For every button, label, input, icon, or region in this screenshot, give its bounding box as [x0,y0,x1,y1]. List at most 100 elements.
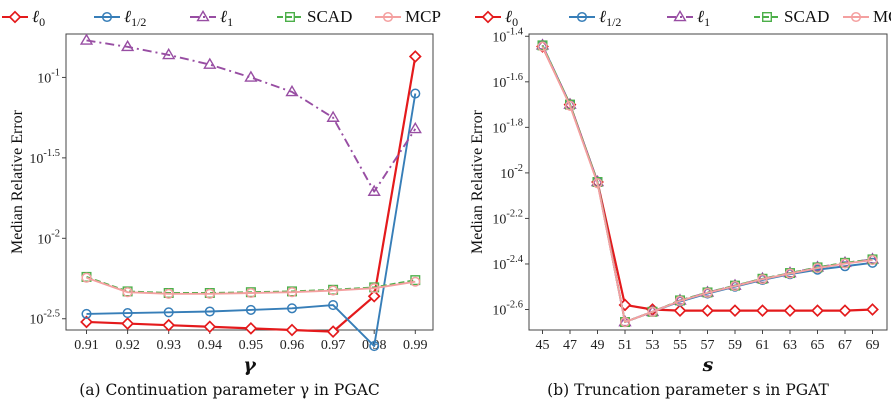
data-point-mcp [729,281,741,292]
x-tick-label: 63 [783,338,797,353]
data-point-l0 [783,304,797,318]
x-tick-label: 55 [673,338,687,353]
legend-label-scad: SCAD [307,7,352,26]
data-point-mcp [674,295,686,306]
legend-marker-scad [762,11,773,23]
series-lhalf [537,40,878,328]
x-tick-label: 0.92 [115,338,140,353]
y-axis-label: Median Relative Error [469,109,486,254]
series-lhalf [81,88,421,352]
y-tick-label: 10-2.5 [29,309,60,328]
data-point-lhalf [286,303,298,314]
data-point-l0 [408,50,422,63]
data-point-mcp [163,288,174,299]
y-tick-label: 10-2 [500,163,523,182]
x-tick-label: 57 [701,338,715,353]
x-tick-label: 59 [728,338,742,353]
data-point-lhalf [328,300,339,311]
data-point-l0 [80,315,93,329]
legend-label-l0: ℓ0 [32,7,45,29]
data-point-mcp [784,268,796,279]
data-point-lhalf [245,304,256,315]
x-axis-label: s [702,354,714,376]
data-point-lhalf [410,88,421,99]
data-point-l0 [121,317,135,330]
data-point-mcp [286,287,298,298]
x-tick-label: 65 [811,338,825,353]
data-point-mcp [369,283,380,294]
data-point-mcp [328,285,339,296]
series-line-l1 [86,39,417,193]
legend-label-l0: ℓ0 [505,7,518,29]
data-point-l0 [728,304,742,318]
series-l1 [535,38,880,327]
data-point-l0 [811,304,824,318]
legend-marker-lhalf [576,11,588,23]
legend-label-mcp: MCP [873,7,891,26]
chart-caption: (a) Continuation parameter γ in PGAC [79,381,380,399]
series-line-mcp [86,276,416,295]
x-tick-label: 51 [618,338,632,353]
x-tick-label: 61 [756,338,770,353]
data-point-mcp [867,255,878,266]
legend-marker-scad [285,11,296,23]
data-point-l1 [79,33,94,45]
legend-label-mcp: MCP [405,7,441,26]
legend-label-scad: SCAD [784,7,829,26]
y-tick-label: 10-2 [37,228,60,247]
series-l1 [79,33,422,196]
data-point-l0 [367,289,381,303]
data-point-lhalf [81,308,92,319]
legend-marker-mcp [850,11,862,23]
data-point-l1 [535,38,550,50]
chart-a-continuation-gamma: 0.91 0.92 0.93 0.94 0.95 0.96 0.97 0.98 0.9910-2… [2,7,441,399]
series-line-lhalf [541,44,873,323]
data-point-l0 [203,320,217,334]
data-point-mcp [537,41,548,52]
y-tick-label: 10-2.6 [492,300,523,319]
series-l0 [536,40,879,318]
data-point-l0 [838,304,852,318]
data-point-l1 [408,121,422,134]
series-line-l1 [541,44,873,323]
y-tick-label: 10-1.6 [492,72,523,91]
data-point-l1 [865,252,880,264]
y-tick-label: 10-1.8 [492,117,523,136]
legend-label-l1: ℓ1 [220,7,233,29]
legend-marker-l1 [196,10,210,22]
legend-marker-lhalf [101,11,113,23]
legend-marker-l0 [481,10,495,24]
x-tick-label: 67 [838,338,852,353]
x-tick-label: 45 [536,338,550,353]
legend-marker-mcp [382,11,394,23]
data-point-lhalf [369,341,380,352]
series-scad [537,40,878,328]
data-point-l1 [285,84,299,97]
data-point-mcp [410,276,421,287]
data-point-mcp [122,287,133,298]
chart-b-truncation-s: 45 47 49 51 53 55 57 59 61 63 65 67 69 10-2.6 10-2.4 10… [469,7,891,399]
series-l0 [80,50,422,339]
data-point-l1 [203,57,217,69]
legend-marker-l1 [673,10,687,22]
data-point-l0 [326,325,340,339]
data-point-mcp [702,287,713,298]
data-point-l0 [866,303,879,316]
data-point-mcp [592,178,603,189]
y-tick-label: 10-1.4 [492,26,523,45]
series-mcp [537,41,878,328]
y-tick-label: 10-1 [37,67,60,86]
data-point-l1 [326,110,340,122]
x-tick-label: 0.93 [156,338,181,353]
data-point-l0 [162,318,176,332]
data-point-mcp [812,263,823,274]
y-tick-label: 10-2.4 [492,254,523,273]
data-point-mcp [245,287,256,299]
data-point-l0 [244,321,258,335]
x-tick-label: 69 [866,338,880,353]
series-line-lhalf [86,93,417,348]
data-point-lhalf [122,308,133,319]
data-point-mcp [81,272,92,283]
x-tick-label: 0.97 [321,338,346,353]
legend: ℓ0 ℓ1/2 ℓ1 SCAD MCP [2,7,441,29]
